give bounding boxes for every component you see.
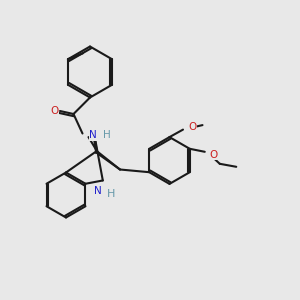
Text: N: N (94, 186, 102, 196)
Text: O: O (188, 122, 197, 132)
Text: H: H (103, 130, 111, 140)
Text: N: N (89, 130, 97, 140)
Text: O: O (50, 106, 59, 116)
Text: H: H (107, 189, 115, 199)
Text: O: O (210, 150, 218, 160)
